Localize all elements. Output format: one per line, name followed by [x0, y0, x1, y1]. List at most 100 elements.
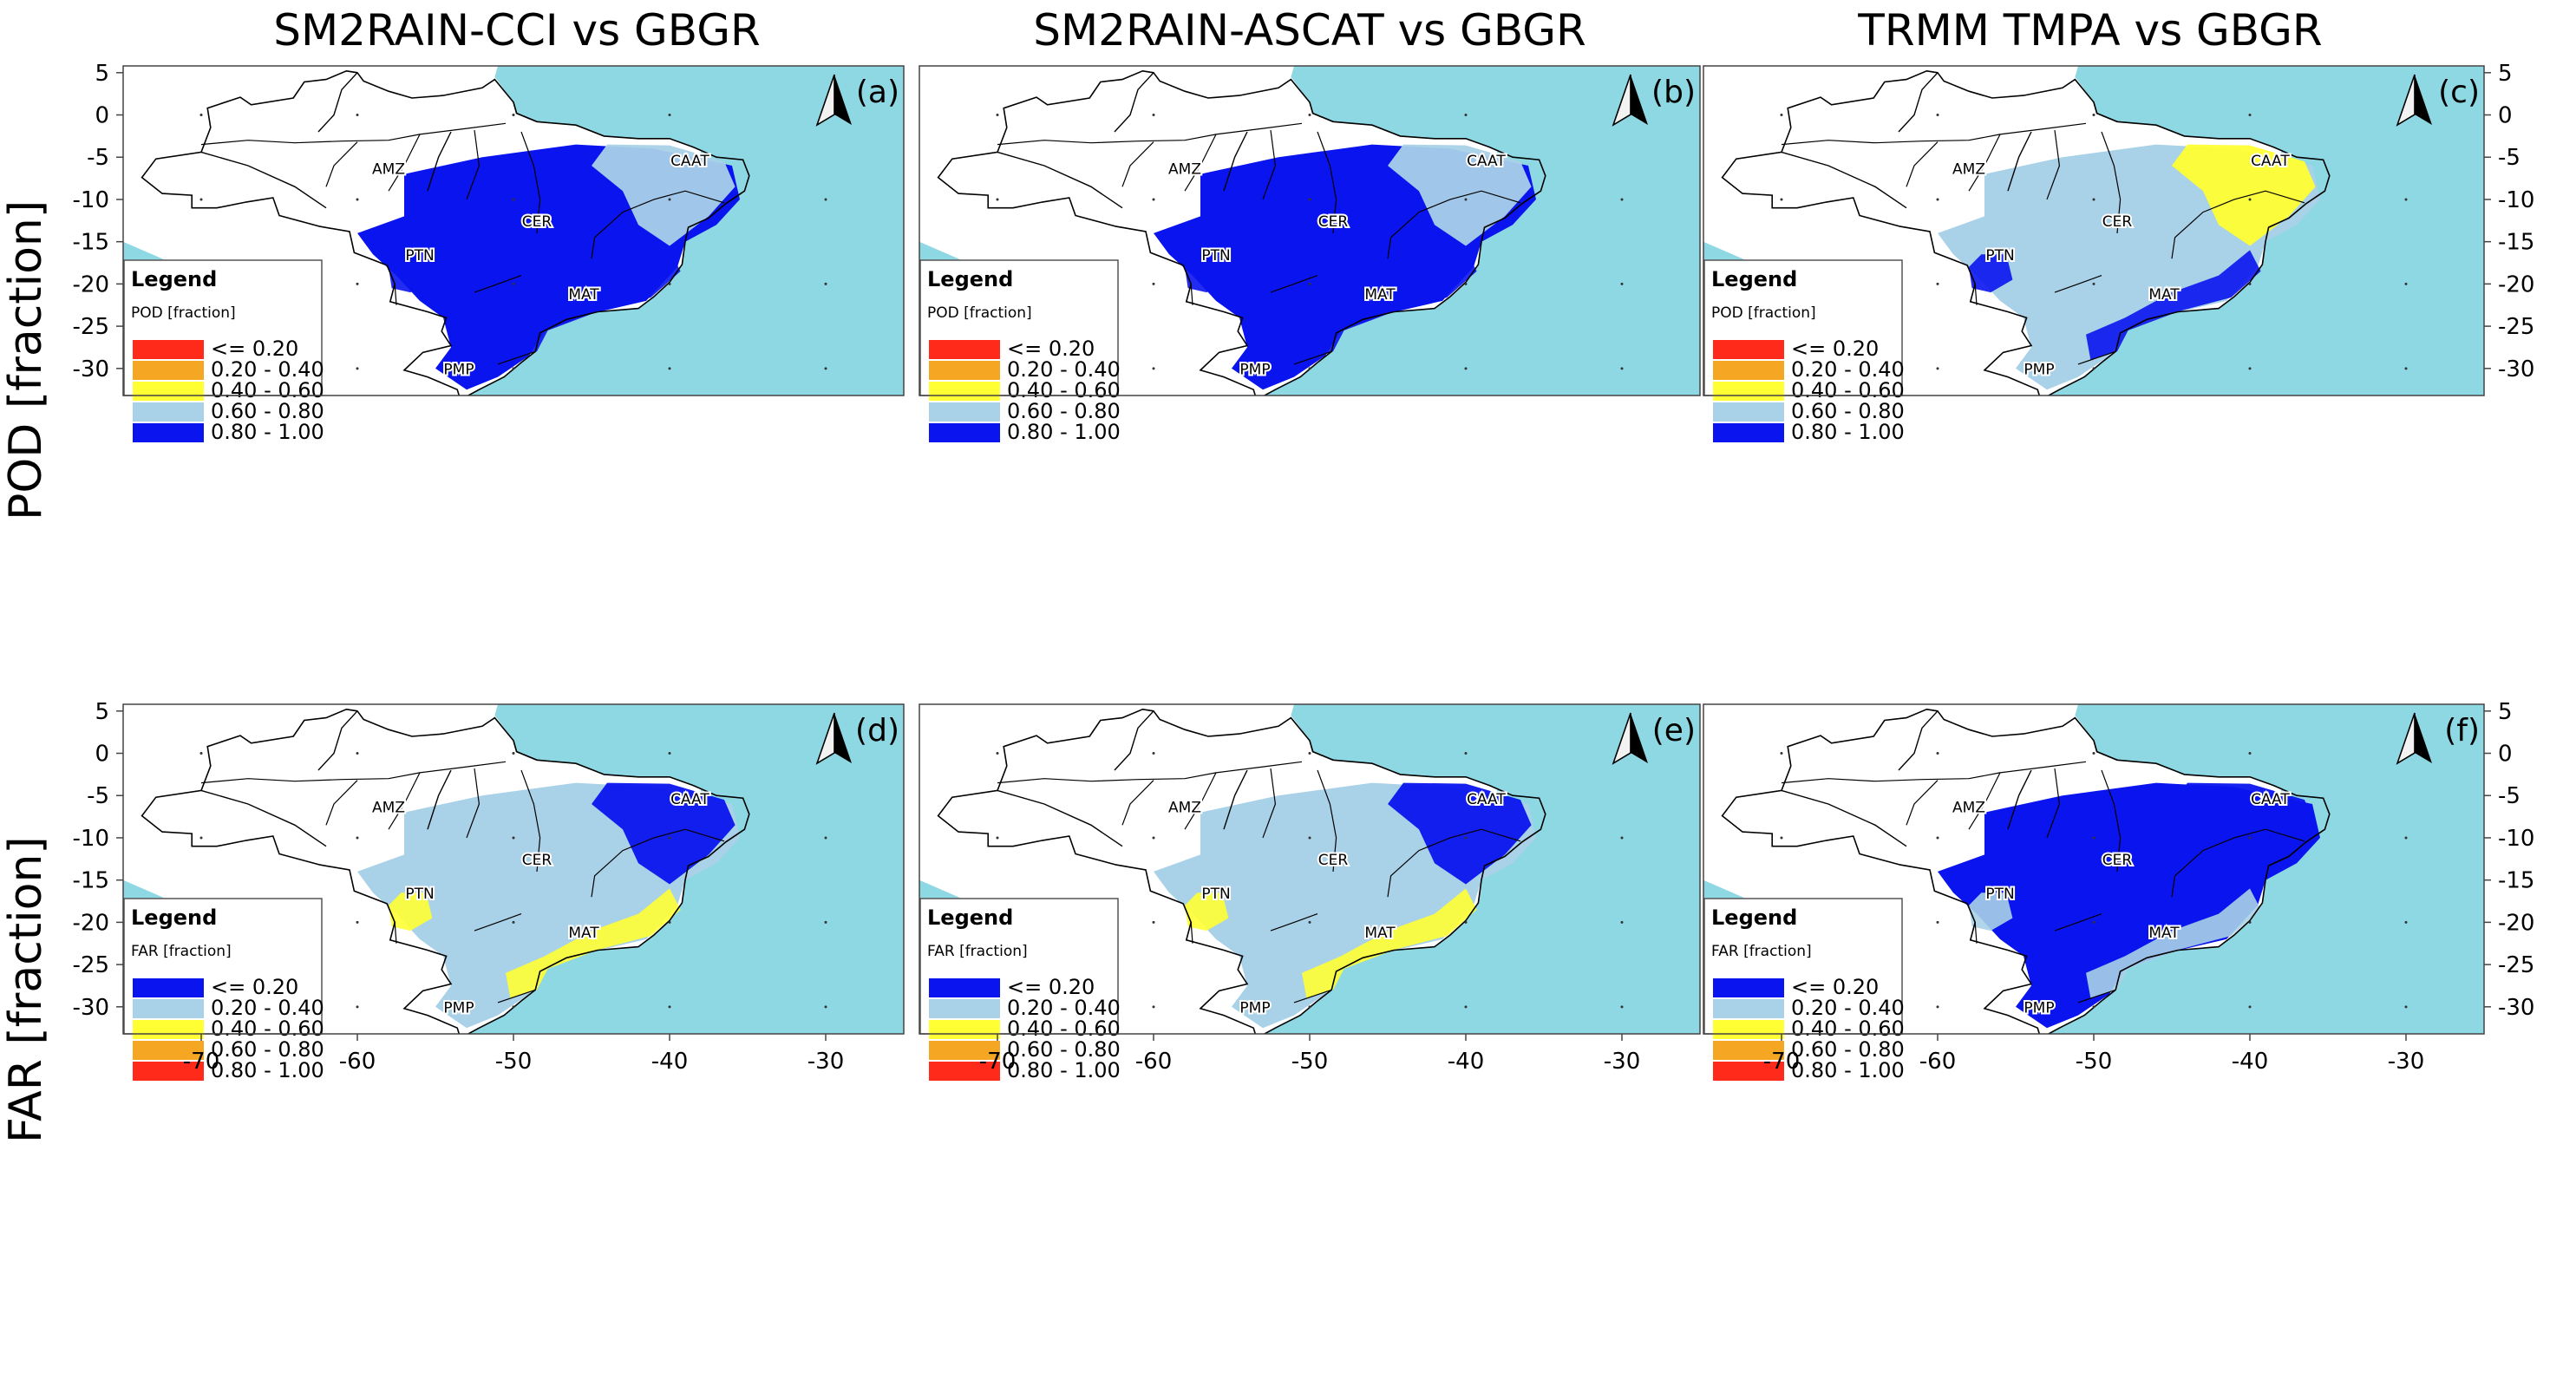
legend-class-label: 0.60 - 0.80: [1791, 399, 1905, 423]
biome-label-pmp: PMP: [443, 1000, 474, 1017]
graticule-dot: [512, 367, 515, 370]
panel-label: (e): [1652, 713, 1696, 749]
graticule-dot: [1620, 1005, 1624, 1009]
legend-swatch: [1713, 340, 1784, 359]
legend-swatch: [929, 999, 1000, 1018]
biome-label-caat: CAAT: [2251, 153, 2290, 170]
legend-swatch: [1713, 402, 1784, 422]
river-line: [325, 141, 358, 187]
biome-label-mat: MAT: [1364, 286, 1396, 304]
graticule-dot: [1936, 836, 1939, 840]
graticule-dot: [824, 282, 827, 285]
river-line: [388, 134, 421, 192]
graticule-dot: [1308, 1005, 1311, 1009]
map-panel-5: AMZ CAAT CER PTN MAT PMP (e) Legend FAR [fractio…: [919, 703, 1701, 1082]
graticule-dot: [668, 1005, 671, 1009]
lon-label: -70: [1763, 1049, 1800, 1075]
state-border: [1781, 151, 1907, 209]
legend-swatch: [929, 1041, 1000, 1060]
graticule-dot: [199, 198, 203, 201]
panel-label: (c): [2438, 75, 2480, 110]
graticule-dot: [1936, 920, 1939, 924]
biome-label-ptn: PTN: [1985, 886, 2014, 903]
panel-label: (b): [1651, 75, 1696, 110]
graticule-dot: [824, 836, 827, 840]
legend-class-label: 0.40 - 0.60: [211, 1017, 324, 1041]
legend-swatch: [1713, 999, 1784, 1018]
graticule-dot: [2404, 920, 2408, 924]
graticule-dot: [2092, 282, 2095, 285]
graticule-dot: [824, 1005, 827, 1009]
country-border: [937, 708, 1546, 1034]
river-line: [1387, 828, 1521, 898]
graticule-dot: [2092, 198, 2095, 201]
legend-class-label: 0.40 - 0.60: [1007, 378, 1121, 402]
river-line: [1190, 922, 1193, 944]
graticule-dot: [512, 198, 515, 201]
biome-label-ptn: PTN: [1985, 247, 2014, 265]
graticule-dot: [199, 114, 203, 117]
legend-class-label: 0.80 - 1.00: [1791, 420, 1905, 444]
legend-subtitle: FAR [fraction]: [131, 943, 232, 960]
graticule-dot: [668, 920, 671, 924]
river-line: [1270, 275, 1318, 293]
river-line: [2077, 350, 2116, 365]
graticule-dot: [2092, 920, 2095, 924]
class-zone-northeast: [592, 144, 736, 246]
river-line: [200, 122, 507, 146]
biome-label-pmp: PMP: [2024, 362, 2054, 379]
state-border: [997, 789, 1123, 847]
graticule-dot: [1620, 920, 1624, 924]
legend-class-label: 0.20 - 0.40: [211, 357, 324, 382]
graticule-dot: [199, 836, 203, 840]
biome-label-mat: MAT: [2148, 925, 2180, 942]
graticule-dot: [2248, 198, 2252, 201]
biome-label-amz: AMZ: [1952, 800, 1985, 817]
state-border: [2007, 769, 2032, 830]
river-line: [1974, 284, 1978, 305]
river-line: [497, 989, 536, 1004]
biome-label-cer: CER: [1318, 213, 1349, 231]
map-panel-1: AMZ CAAT CER PTN MAT PMP (a) Legend POD [fractio…: [122, 65, 905, 444]
legend-swatch: [1713, 423, 1784, 442]
map-panel-3: AMZ CAAT CER PTN MAT PMP (c) Legend POD [fractio…: [1703, 65, 2485, 444]
graticule-dot: [2248, 752, 2252, 755]
graticule-dot: [668, 836, 671, 840]
lat-label-right: 5: [2498, 61, 2513, 87]
graticule-dot: [1780, 198, 1783, 201]
lat-label-left: -5: [87, 145, 109, 171]
class-zone-pantanal: [389, 254, 433, 293]
river-line: [1262, 130, 1277, 200]
lon-label: -70: [979, 1049, 1016, 1075]
legend-class-label: 0.80 - 1.00: [1791, 1058, 1905, 1082]
state-border: [997, 151, 1123, 209]
biome-label-caat: CAAT: [670, 791, 709, 808]
graticule-dot: [668, 198, 671, 201]
map-frame: [122, 65, 905, 396]
biome-label-ptn: PTN: [1201, 247, 1230, 265]
graticule-dot: [1464, 114, 1468, 117]
graticule-dot: [199, 752, 203, 755]
river-line: [2054, 275, 2102, 293]
state-border: [1898, 72, 1939, 133]
legend-subtitle: FAR [fraction]: [927, 943, 1028, 960]
legend-swatch: [133, 1020, 204, 1039]
graticule-dot: [1936, 752, 1939, 755]
legend-title: Legend: [1711, 267, 1797, 291]
river-line: [466, 130, 481, 200]
river-line: [474, 275, 522, 293]
north-arrow-icon-shade: [834, 75, 852, 125]
biome-label-cer: CER: [1318, 852, 1349, 869]
biome-label-amz: AMZ: [1168, 161, 1201, 179]
graticule-dot: [1620, 367, 1624, 370]
biome-label-amz: AMZ: [372, 800, 405, 817]
river-line: [520, 131, 541, 233]
legend-swatch: [133, 423, 204, 442]
biome-label-ptn: PTN: [405, 886, 434, 903]
legend-swatch: [1713, 361, 1784, 380]
river-line: [1293, 350, 1332, 365]
graticule-dot: [1308, 367, 1311, 370]
lat-label-left: -30: [73, 995, 109, 1021]
river-line: [1184, 772, 1217, 830]
